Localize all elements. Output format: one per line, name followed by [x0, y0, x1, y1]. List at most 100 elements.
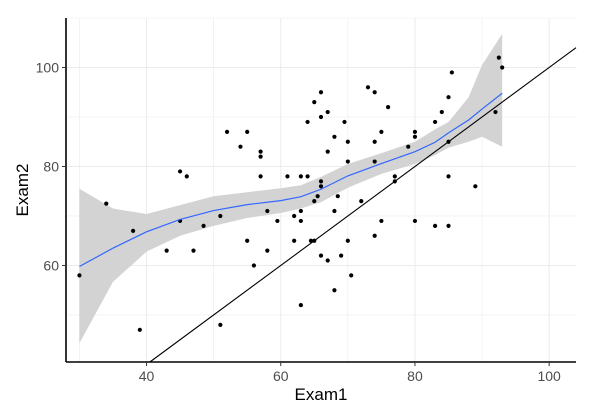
data-point	[77, 273, 82, 278]
data-point	[258, 149, 263, 154]
data-point	[345, 238, 350, 243]
data-point	[137, 327, 142, 332]
data-point	[439, 109, 444, 115]
data-point	[251, 263, 256, 268]
data-point	[292, 213, 297, 219]
tick-labels: 40 60 80 100 60 80 100	[36, 59, 561, 384]
data-point	[345, 159, 350, 164]
data-point	[372, 90, 377, 95]
data-point	[332, 134, 337, 139]
y-axis-title: Exam2	[13, 164, 32, 217]
data-point	[500, 65, 505, 70]
data-point	[312, 238, 317, 243]
data-point	[131, 228, 136, 233]
y-tick-label: 60	[43, 257, 59, 273]
data-point	[238, 144, 243, 149]
data-point	[312, 100, 317, 105]
data-point	[285, 174, 290, 179]
data-point	[325, 149, 330, 154]
data-point	[473, 184, 478, 189]
data-point	[305, 119, 310, 125]
data-point	[305, 174, 310, 179]
y-tick-label: 100	[36, 59, 60, 75]
x-tick-label: 40	[139, 368, 155, 384]
data-point	[218, 213, 223, 219]
data-point	[201, 223, 206, 228]
data-point	[446, 174, 451, 179]
data-point	[258, 154, 263, 159]
data-point	[318, 184, 324, 189]
data-point	[446, 223, 451, 228]
data-point	[372, 159, 377, 164]
data-point	[332, 288, 337, 293]
data-point	[493, 109, 498, 115]
data-point	[298, 174, 303, 179]
data-point	[312, 199, 317, 204]
data-point	[335, 194, 340, 199]
data-point	[372, 139, 377, 144]
data-point	[265, 248, 270, 253]
data-point	[412, 218, 418, 224]
data-point	[446, 95, 451, 100]
data-point	[379, 218, 384, 224]
data-point	[386, 104, 391, 110]
data-point	[164, 248, 169, 253]
data-point	[359, 199, 364, 204]
data-point	[275, 218, 280, 224]
x-tick-label: 100	[537, 368, 561, 384]
data-point	[449, 70, 454, 75]
x-axis-title: Exam1	[295, 385, 348, 404]
data-point	[446, 139, 451, 144]
data-point	[218, 322, 223, 327]
data-point	[298, 218, 303, 224]
data-point	[315, 194, 320, 199]
loess-fit-line	[79, 92, 503, 267]
data-point	[325, 109, 330, 115]
data-point	[496, 55, 501, 60]
data-point	[332, 208, 337, 214]
data-points	[77, 55, 505, 332]
data-point	[406, 144, 411, 149]
data-point	[365, 85, 371, 90]
data-point	[432, 119, 438, 125]
data-point	[339, 253, 344, 258]
data-point	[318, 253, 324, 258]
data-point	[318, 114, 324, 120]
x-tick-label: 60	[273, 368, 289, 384]
axes	[65, 18, 576, 363]
data-point	[245, 238, 250, 243]
data-point	[265, 208, 270, 214]
data-point	[372, 233, 377, 238]
data-point	[292, 238, 297, 243]
confidence-band	[79, 33, 503, 344]
data-point	[245, 129, 250, 134]
data-point	[392, 179, 397, 184]
x-tick-label: 80	[407, 368, 423, 384]
data-point	[177, 169, 183, 174]
data-point	[191, 248, 196, 253]
data-point	[298, 302, 303, 308]
identity-reference-line	[149, 47, 577, 363]
data-point	[318, 90, 324, 95]
data-point	[325, 258, 330, 263]
data-point	[104, 201, 109, 206]
confidence-band-layer	[79, 33, 503, 344]
data-point	[308, 238, 314, 243]
data-point	[379, 129, 384, 134]
data-point	[412, 129, 418, 134]
data-point	[184, 174, 189, 179]
y-tick-label: 80	[43, 158, 59, 174]
data-point	[349, 273, 354, 278]
data-point	[224, 129, 230, 134]
data-point	[342, 119, 347, 125]
data-point	[392, 174, 397, 179]
data-point	[258, 174, 263, 179]
data-point	[412, 134, 418, 139]
data-point	[318, 179, 324, 184]
smooth-fit-layer	[79, 92, 503, 267]
data-point	[298, 208, 303, 214]
data-point	[345, 139, 350, 144]
reference-line-layer	[149, 47, 577, 363]
data-point	[432, 223, 438, 228]
